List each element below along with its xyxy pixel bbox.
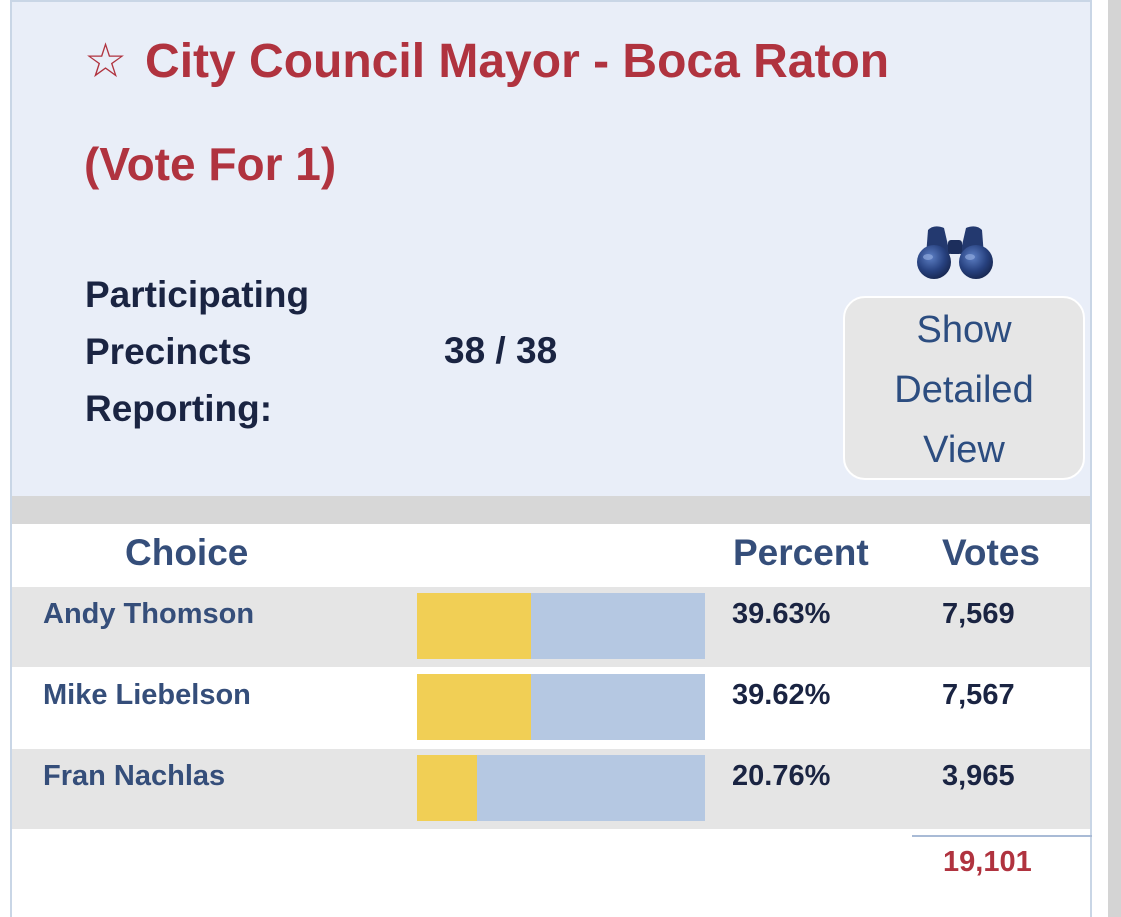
choice-column-header: Choice [125, 532, 249, 573]
precincts-label: Participating Precincts Reporting: [85, 266, 385, 437]
star-icon[interactable]: ☆ [84, 35, 128, 88]
vote-share-bar [417, 593, 705, 659]
contest-title: ☆ City Council Mayor - Boca Raton [84, 32, 889, 92]
total-votes: 19,101 [943, 846, 1032, 878]
vote-share-fill [417, 674, 532, 740]
candidate-percent: 20.76% [732, 760, 831, 792]
section-divider [12, 496, 1090, 524]
vote-share-bar [417, 674, 705, 740]
candidate-row: Fran Nachlas 20.76% 3,965 [12, 749, 1090, 829]
total-divider [912, 835, 1092, 837]
candidate-row: Andy Thomson 39.63% 7,569 [12, 587, 1090, 667]
contest-title-text: City Council Mayor - Boca Raton [145, 35, 890, 88]
vote-share-fill [417, 593, 532, 659]
button-label-line: Show [916, 309, 1012, 351]
precincts-label-line: Reporting: [85, 388, 273, 429]
button-label-line: Detailed [894, 369, 1034, 411]
candidate-votes: 7,567 [942, 679, 1015, 711]
candidate-percent: 39.62% [732, 679, 831, 711]
precincts-label-line: Participating [85, 274, 310, 315]
candidate-percent: 39.63% [732, 598, 831, 630]
vote-share-bar [417, 755, 705, 821]
vote-share-fill [417, 755, 477, 821]
candidate-name: Fran Nachlas [43, 760, 226, 792]
candidate-name: Andy Thomson [43, 598, 255, 630]
percent-column-header: Percent [733, 532, 869, 573]
votes-column-header: Votes [942, 532, 1041, 573]
candidate-votes: 7,569 [942, 598, 1015, 630]
binoculars-icon[interactable] [912, 224, 998, 280]
contest-header: ☆ City Council Mayor - Boca Raton (Vote F… [12, 2, 1090, 496]
show-detailed-view-button[interactable]: Show Detailed View [843, 296, 1085, 480]
candidate-row: Mike Liebelson 39.62% 7,567 [12, 668, 1090, 748]
button-label-line: View [923, 429, 1005, 471]
scrollbar-track[interactable] [1108, 0, 1121, 917]
precincts-value: 38 / 38 [444, 330, 558, 371]
vote-for-note: (Vote For 1) [84, 138, 337, 190]
candidate-votes: 3,965 [942, 760, 1015, 792]
candidate-name: Mike Liebelson [43, 679, 251, 711]
precincts-label-line: Precincts [85, 331, 252, 372]
